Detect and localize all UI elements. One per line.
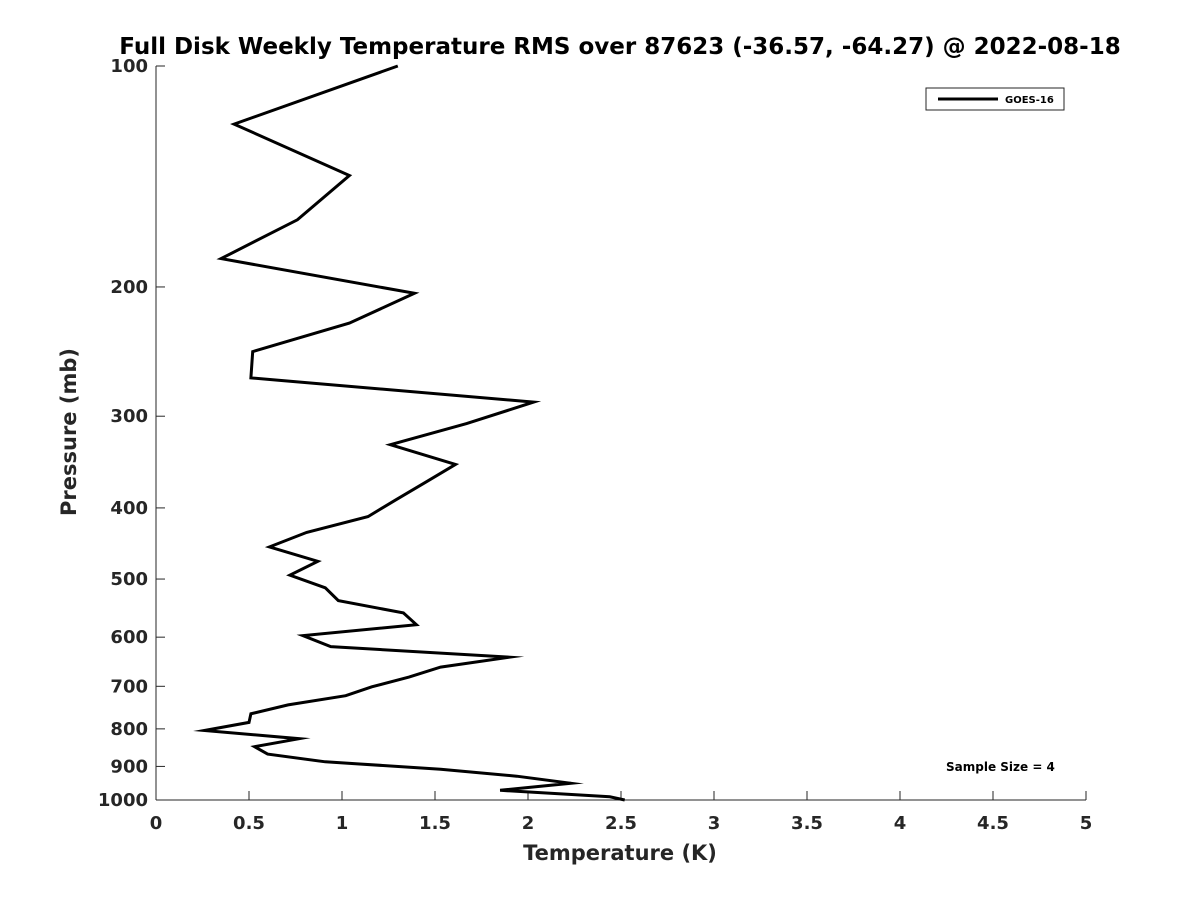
- x-tick-label: 4: [894, 813, 907, 834]
- sample-size-annotation: Sample Size = 4: [946, 760, 1055, 774]
- y-tick-label: 500: [110, 569, 148, 590]
- legend-label-goes-16: GOES-16: [1005, 95, 1054, 106]
- y-tick-label: 300: [110, 406, 148, 427]
- chart-title: Full Disk Weekly Temperature RMS over 87…: [119, 34, 1121, 60]
- y-tick-label: 700: [110, 676, 148, 697]
- y-tick-label: 800: [110, 719, 148, 740]
- x-axis-label: Temperature (K): [523, 841, 717, 865]
- x-tick-label: 2.5: [605, 813, 637, 834]
- x-tick-label: 0: [150, 813, 163, 834]
- x-tick-label: 3: [708, 813, 721, 834]
- y-tick-label: 100: [110, 56, 148, 77]
- y-axis: 100 200 300 400 500 600 700 800 900 1000: [98, 56, 165, 811]
- y-tick-label: 600: [110, 627, 148, 648]
- y-tick-label: 200: [110, 277, 148, 298]
- series-layer: [193, 64, 626, 802]
- x-axis: 0 0.5 1 1.5 2 2.5 3 3.5 4 4.5 5: [150, 791, 1093, 834]
- x-tick-label: 1: [336, 813, 349, 834]
- x-tick-label: 0.5: [233, 813, 265, 834]
- y-tick-label: 1000: [98, 790, 148, 811]
- x-tick-label: 4.5: [977, 813, 1009, 834]
- legend: GOES-16: [925, 87, 1065, 111]
- x-tick-label: 5: [1080, 813, 1093, 834]
- y-tick-label: 400: [110, 498, 148, 519]
- y-axis-label: Pressure (mb): [57, 348, 81, 516]
- x-tick-label: 1.5: [419, 813, 451, 834]
- y-tick-label: 900: [110, 756, 148, 777]
- x-tick-label: 2: [522, 813, 535, 834]
- x-tick-label: 3.5: [791, 813, 823, 834]
- series-line-goes-16: [193, 64, 626, 802]
